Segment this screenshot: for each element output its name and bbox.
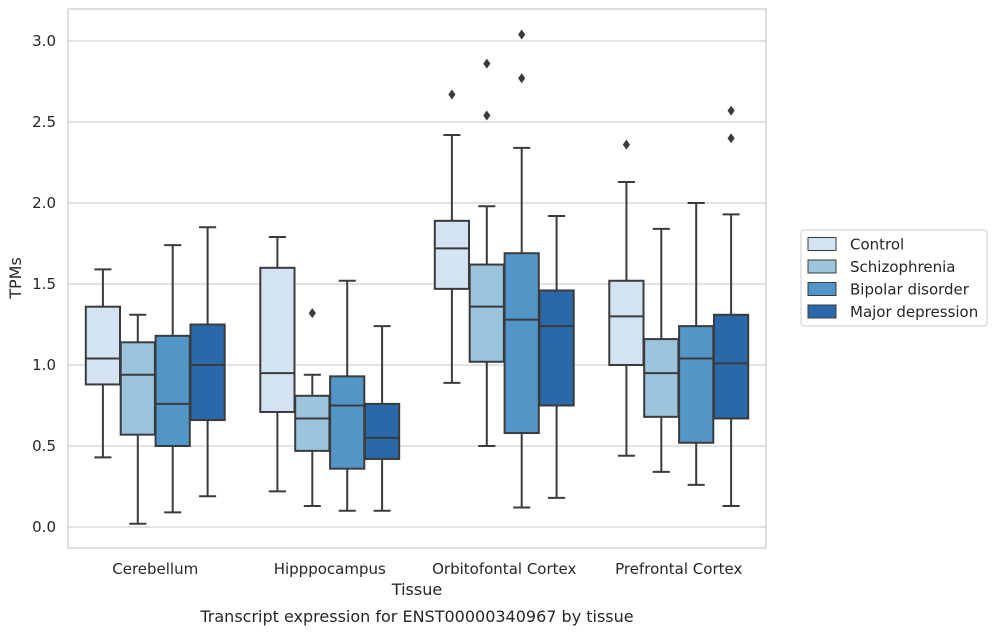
- x-tick-label: Prefrontal Cortex: [615, 560, 742, 578]
- y-tick-label: 0.0: [32, 518, 56, 536]
- box-control: [259, 236, 296, 493]
- box-control: [433, 89, 471, 384]
- box-major-depression: [189, 226, 226, 498]
- box-control: [608, 139, 645, 457]
- box-body: [154, 334, 191, 447]
- box-schizophrenia: [468, 58, 505, 447]
- y-tick-label: 0.5: [32, 437, 56, 455]
- legend: Control Schizophrenia Bipolar disorder Majo…: [800, 229, 988, 327]
- box-body: [503, 252, 540, 435]
- x-tick-label: Orbitofontal Cortex: [432, 560, 576, 578]
- legend-label: Schizophrenia: [850, 258, 955, 276]
- outlier-point: [518, 29, 526, 40]
- y-axis-label: TPMs: [6, 257, 25, 300]
- outlier-point: [727, 133, 735, 144]
- legend-frame: [800, 229, 988, 327]
- legend-label: Control: [850, 236, 904, 254]
- legend-swatch: [807, 304, 837, 319]
- box-control: [84, 268, 122, 459]
- box-major-depression: [712, 105, 750, 507]
- outlier-point: [483, 110, 491, 121]
- box-bipolar-disorder: [678, 202, 715, 486]
- y-tick-label: 2.0: [32, 194, 56, 212]
- outlier-point: [308, 308, 316, 319]
- box-body: [119, 341, 156, 436]
- y-tick-labels: 0.0 0.5 1.0 1.5 2.0 2.5 3.0: [32, 32, 56, 536]
- box-major-depression: [538, 214, 575, 499]
- x-axis-label: Tissue: [391, 580, 442, 599]
- box-body: [608, 279, 645, 367]
- legend-swatch: [807, 282, 837, 296]
- box-bipolar-disorder: [154, 244, 191, 514]
- y-tick-label: 1.0: [32, 356, 56, 374]
- x-tick-label: Hipppocampus: [274, 560, 386, 578]
- legend-swatch: [807, 237, 837, 251]
- box-body: [468, 263, 505, 363]
- x-tick-label: Cerebellum: [112, 560, 198, 578]
- box-body: [329, 375, 366, 470]
- box-schizophrenia: [643, 227, 680, 473]
- outlier-point: [483, 58, 491, 69]
- box-body: [189, 323, 226, 422]
- legend-swatch: [807, 259, 837, 274]
- chart-caption: Transcript expression for ENST0000034096…: [199, 607, 633, 626]
- plot-area: [67, 8, 767, 549]
- box-schizophrenia: [119, 313, 156, 525]
- outlier-point: [727, 105, 735, 116]
- box-body: [538, 289, 575, 407]
- outlier-point: [448, 89, 456, 100]
- box-body: [712, 313, 750, 420]
- box-body: [259, 266, 296, 413]
- box-bipolar-disorder: [503, 29, 540, 509]
- legend-label: Bipolar disorder: [850, 281, 970, 299]
- box-body: [643, 338, 680, 418]
- y-tick-label: 1.5: [32, 275, 56, 293]
- legend-label: Major depression: [850, 303, 978, 321]
- x-tick-labels: Cerebellum Hipppocampus Orbitofontal Corte…: [112, 560, 742, 578]
- box-major-depression: [363, 325, 401, 512]
- box-schizophrenia: [294, 308, 331, 507]
- box-body: [433, 219, 471, 290]
- box-body: [363, 402, 401, 460]
- boxes: [84, 29, 750, 525]
- y-tick-label: 2.5: [32, 113, 56, 131]
- box-bipolar-disorder: [329, 279, 366, 512]
- outlier-point: [518, 73, 526, 84]
- y-tick-label: 3.0: [32, 32, 56, 50]
- box-body: [294, 394, 331, 452]
- box-body: [678, 325, 715, 444]
- outlier-point: [622, 139, 630, 150]
- box-body: [84, 305, 122, 386]
